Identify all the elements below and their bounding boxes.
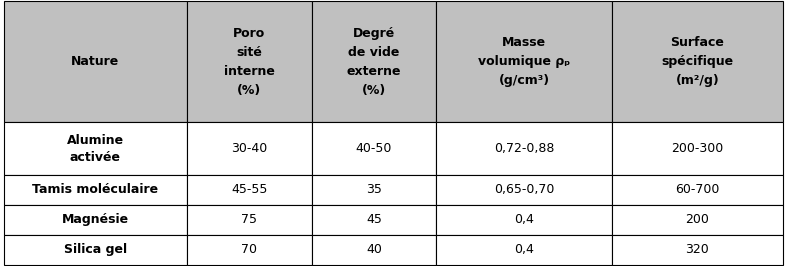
Text: 60-700: 60-700 [675, 183, 719, 196]
Bar [4, 1, 187, 122]
Text: 75: 75 [242, 213, 257, 226]
Text: 45: 45 [366, 213, 382, 226]
Text: Alumine
activée: Alumine activée [67, 134, 124, 164]
Text: 40-50: 40-50 [356, 142, 392, 155]
Text: Degré
de vide
externe
(%): Degré de vide externe (%) [347, 27, 401, 97]
Text: Silica gel: Silica gel [64, 243, 127, 256]
Bar [611, 205, 783, 235]
Text: 35: 35 [366, 183, 382, 196]
Text: 40: 40 [366, 243, 382, 256]
Bar [436, 205, 611, 235]
Text: 0,4: 0,4 [514, 243, 534, 256]
Text: 45-55: 45-55 [231, 183, 268, 196]
Bar [312, 122, 436, 175]
Bar [187, 235, 312, 265]
Text: Tamis moléculaire: Tamis moléculaire [32, 183, 158, 196]
Bar [312, 1, 436, 122]
Bar [611, 1, 783, 122]
Bar [4, 205, 187, 235]
Text: Masse
volumique ρₚ
(g/cm³): Masse volumique ρₚ (g/cm³) [478, 36, 570, 87]
Bar [312, 175, 436, 205]
Bar [611, 175, 783, 205]
Text: Surface
spécifique
(m²/g): Surface spécifique (m²/g) [661, 36, 733, 87]
Bar [611, 122, 783, 175]
Bar [436, 1, 611, 122]
Bar [312, 205, 436, 235]
Bar [4, 122, 187, 175]
Bar [4, 175, 187, 205]
Text: 200: 200 [685, 213, 709, 226]
Bar [436, 175, 611, 205]
Text: 70: 70 [242, 243, 257, 256]
Bar [187, 175, 312, 205]
Bar [312, 235, 436, 265]
Bar [187, 205, 312, 235]
Bar [436, 235, 611, 265]
Text: 200-300: 200-300 [671, 142, 723, 155]
Text: 0,65-0,70: 0,65-0,70 [493, 183, 554, 196]
Text: 0,4: 0,4 [514, 213, 534, 226]
Bar [4, 235, 187, 265]
Bar [187, 1, 312, 122]
Text: 320: 320 [685, 243, 709, 256]
Text: Nature: Nature [72, 55, 120, 68]
Text: Magnésie: Magnésie [62, 213, 129, 226]
Text: Poro
sité
interne
(%): Poro sité interne (%) [224, 27, 275, 97]
Bar [187, 122, 312, 175]
Text: 30-40: 30-40 [231, 142, 268, 155]
Text: 0,72-0,88: 0,72-0,88 [493, 142, 554, 155]
Bar [611, 235, 783, 265]
Bar [436, 122, 611, 175]
